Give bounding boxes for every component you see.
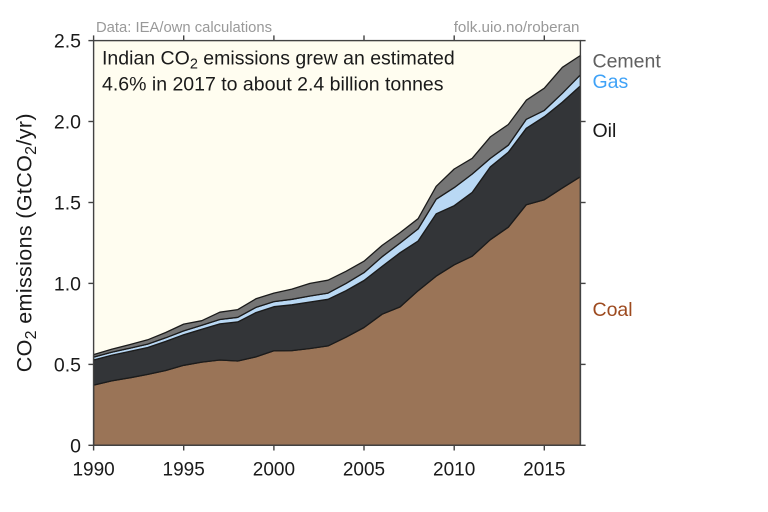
svg-text:Oil: Oil (593, 120, 617, 142)
svg-text:1.5: 1.5 (54, 193, 81, 215)
svg-text:Indian CO2 emissions grew an e: Indian CO2 emissions grew an estimated (102, 48, 455, 73)
svg-text:2005: 2005 (343, 460, 385, 481)
svg-text:1995: 1995 (163, 460, 205, 481)
svg-text:CO2 emissions (GtCO2/yr): CO2 emissions (GtCO2/yr) (13, 113, 41, 372)
svg-text:2.5: 2.5 (54, 31, 81, 53)
svg-text:0: 0 (70, 435, 81, 457)
svg-text:1990: 1990 (72, 460, 114, 481)
svg-text:folk.uio.no/roberan: folk.uio.no/roberan (454, 19, 580, 36)
svg-text:2000: 2000 (253, 460, 295, 481)
svg-text:0.5: 0.5 (54, 354, 81, 376)
svg-text:Gas: Gas (593, 71, 629, 93)
svg-text:2015: 2015 (523, 460, 565, 481)
svg-text:4.6% in 2017 to about 2.4 bill: 4.6% in 2017 to about 2.4 billion tonnes (102, 73, 444, 95)
svg-text:Cement: Cement (593, 51, 662, 73)
svg-text:Data: IEA/own calculations: Data: IEA/own calculations (96, 20, 272, 36)
svg-text:2.0: 2.0 (54, 112, 81, 134)
svg-text:2010: 2010 (433, 460, 475, 481)
svg-text:1.0: 1.0 (54, 273, 81, 295)
svg-text:Coal: Coal (593, 299, 633, 321)
